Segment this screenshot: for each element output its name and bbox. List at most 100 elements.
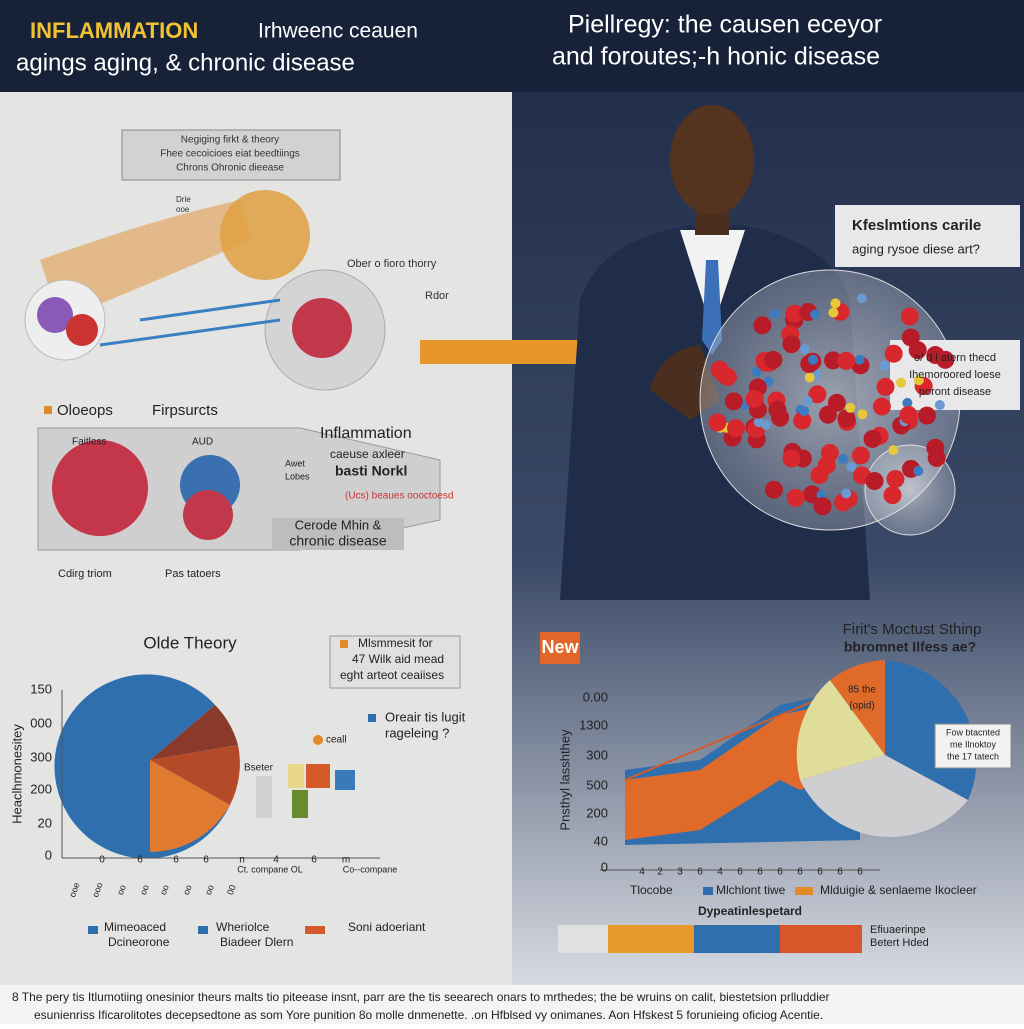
- callout-box: [934, 723, 1012, 769]
- cell-cluster: [708, 293, 955, 516]
- labels: Lobes: [285, 471, 310, 481]
- xticks: 6: [837, 867, 843, 878]
- legend-swatch: [795, 887, 813, 895]
- side: o/ d l atern thecd: [914, 352, 996, 364]
- legend: Soni adoeriant: [348, 920, 426, 934]
- cells: [220, 190, 310, 280]
- yticks: 40: [594, 833, 608, 848]
- pie-labels: 85 the: [848, 685, 876, 696]
- cell: [183, 490, 233, 540]
- arm: [40, 200, 250, 320]
- legend-swatch: [305, 926, 325, 934]
- cell: [857, 409, 868, 420]
- cell: [745, 389, 764, 408]
- labels: Drie: [176, 195, 191, 204]
- box: the 17 tatech: [947, 751, 999, 761]
- cell: [810, 309, 821, 320]
- xticks: 4: [639, 867, 645, 878]
- cell: [799, 343, 810, 354]
- left-3: agings aging, & chronic disease: [16, 49, 355, 76]
- xticks: 4: [717, 867, 723, 878]
- xlabels: oo: [203, 883, 216, 896]
- xticks: 4: [273, 855, 279, 866]
- yticks: 20: [38, 815, 52, 830]
- cell: [846, 461, 857, 472]
- note: rageleing ?: [385, 725, 449, 740]
- header-band: [0, 0, 1024, 92]
- yticks: 300: [30, 749, 52, 764]
- legend-swatch: [368, 714, 376, 722]
- cell: [808, 385, 827, 404]
- side: Ihemoroored loese: [909, 369, 1001, 381]
- legend-swatch: [703, 887, 713, 895]
- xlabels: oo: [115, 883, 128, 896]
- cell: [764, 480, 783, 499]
- legend-swatch: [44, 406, 52, 414]
- yticks: 300: [586, 747, 608, 762]
- cell: [917, 406, 936, 425]
- cell: [808, 354, 819, 365]
- legend: Mlchlont tiwe: [716, 883, 786, 897]
- cell: [913, 375, 924, 386]
- cell: [837, 351, 856, 370]
- cell: [837, 409, 856, 428]
- bar-segment: [780, 925, 862, 953]
- cell: [830, 298, 841, 309]
- xticks: 6: [173, 855, 179, 866]
- legend: Tlocobe: [630, 883, 673, 897]
- cell-sphere: [864, 444, 956, 536]
- cell: [901, 328, 920, 347]
- xticks: 6: [203, 855, 209, 866]
- callout: eght arteot ceaiises: [340, 668, 444, 682]
- callout-box: [835, 205, 1020, 267]
- cell: [854, 354, 865, 365]
- xlabels: ooo: [90, 881, 105, 899]
- labels: AUD: [192, 437, 213, 448]
- footer: 8 The pery tis Itlumotiing onesinior the…: [12, 990, 830, 1004]
- area: [625, 690, 850, 780]
- bar-segment: [608, 925, 694, 953]
- tie: [702, 260, 722, 355]
- yticks: 150: [30, 681, 52, 696]
- callout: Chrons Ohronic dieease: [176, 163, 284, 174]
- cell: [896, 377, 907, 388]
- cell: [884, 344, 903, 363]
- cell: [934, 400, 945, 411]
- cell: [902, 397, 913, 408]
- cell: [824, 351, 843, 370]
- cell: [845, 402, 856, 413]
- cell: [879, 360, 890, 371]
- cell: [785, 304, 804, 323]
- labels: Ober o fioro thorry: [347, 258, 437, 270]
- labels: (Ucs) beaues oooctoesd: [345, 491, 453, 502]
- cell: [724, 392, 743, 411]
- labels: Firpsurcts: [152, 402, 218, 419]
- xticks: 6: [797, 867, 803, 878]
- bar-note: Efiuaerinpe: [870, 924, 926, 936]
- legend: Mlduigie & senlaeme Ikocleer: [820, 883, 977, 897]
- cell: [793, 411, 812, 430]
- cell: [37, 297, 73, 333]
- yticks: 200: [30, 781, 52, 796]
- cell: [817, 456, 836, 475]
- cell: [865, 472, 884, 491]
- cell: [926, 346, 945, 365]
- title: Olde Theory: [143, 633, 237, 652]
- cell: [768, 400, 787, 419]
- xticks: 2: [657, 867, 663, 878]
- cell: [926, 438, 945, 457]
- right-1: Piellregy: the causen eceyor: [568, 11, 882, 39]
- bar-note: Betert Hded: [870, 937, 929, 949]
- cell: [913, 466, 924, 477]
- top: Kfeslmtions carile: [852, 217, 981, 234]
- yticks: 0: [45, 847, 52, 862]
- labels: Oloeops: [57, 402, 113, 419]
- cell: [52, 440, 148, 536]
- xticks: 6: [817, 867, 823, 878]
- xticks: 3: [677, 867, 683, 878]
- cell: [803, 485, 822, 504]
- yticks: 0: [601, 859, 608, 874]
- trend-line: [624, 689, 841, 781]
- cell: [886, 469, 905, 488]
